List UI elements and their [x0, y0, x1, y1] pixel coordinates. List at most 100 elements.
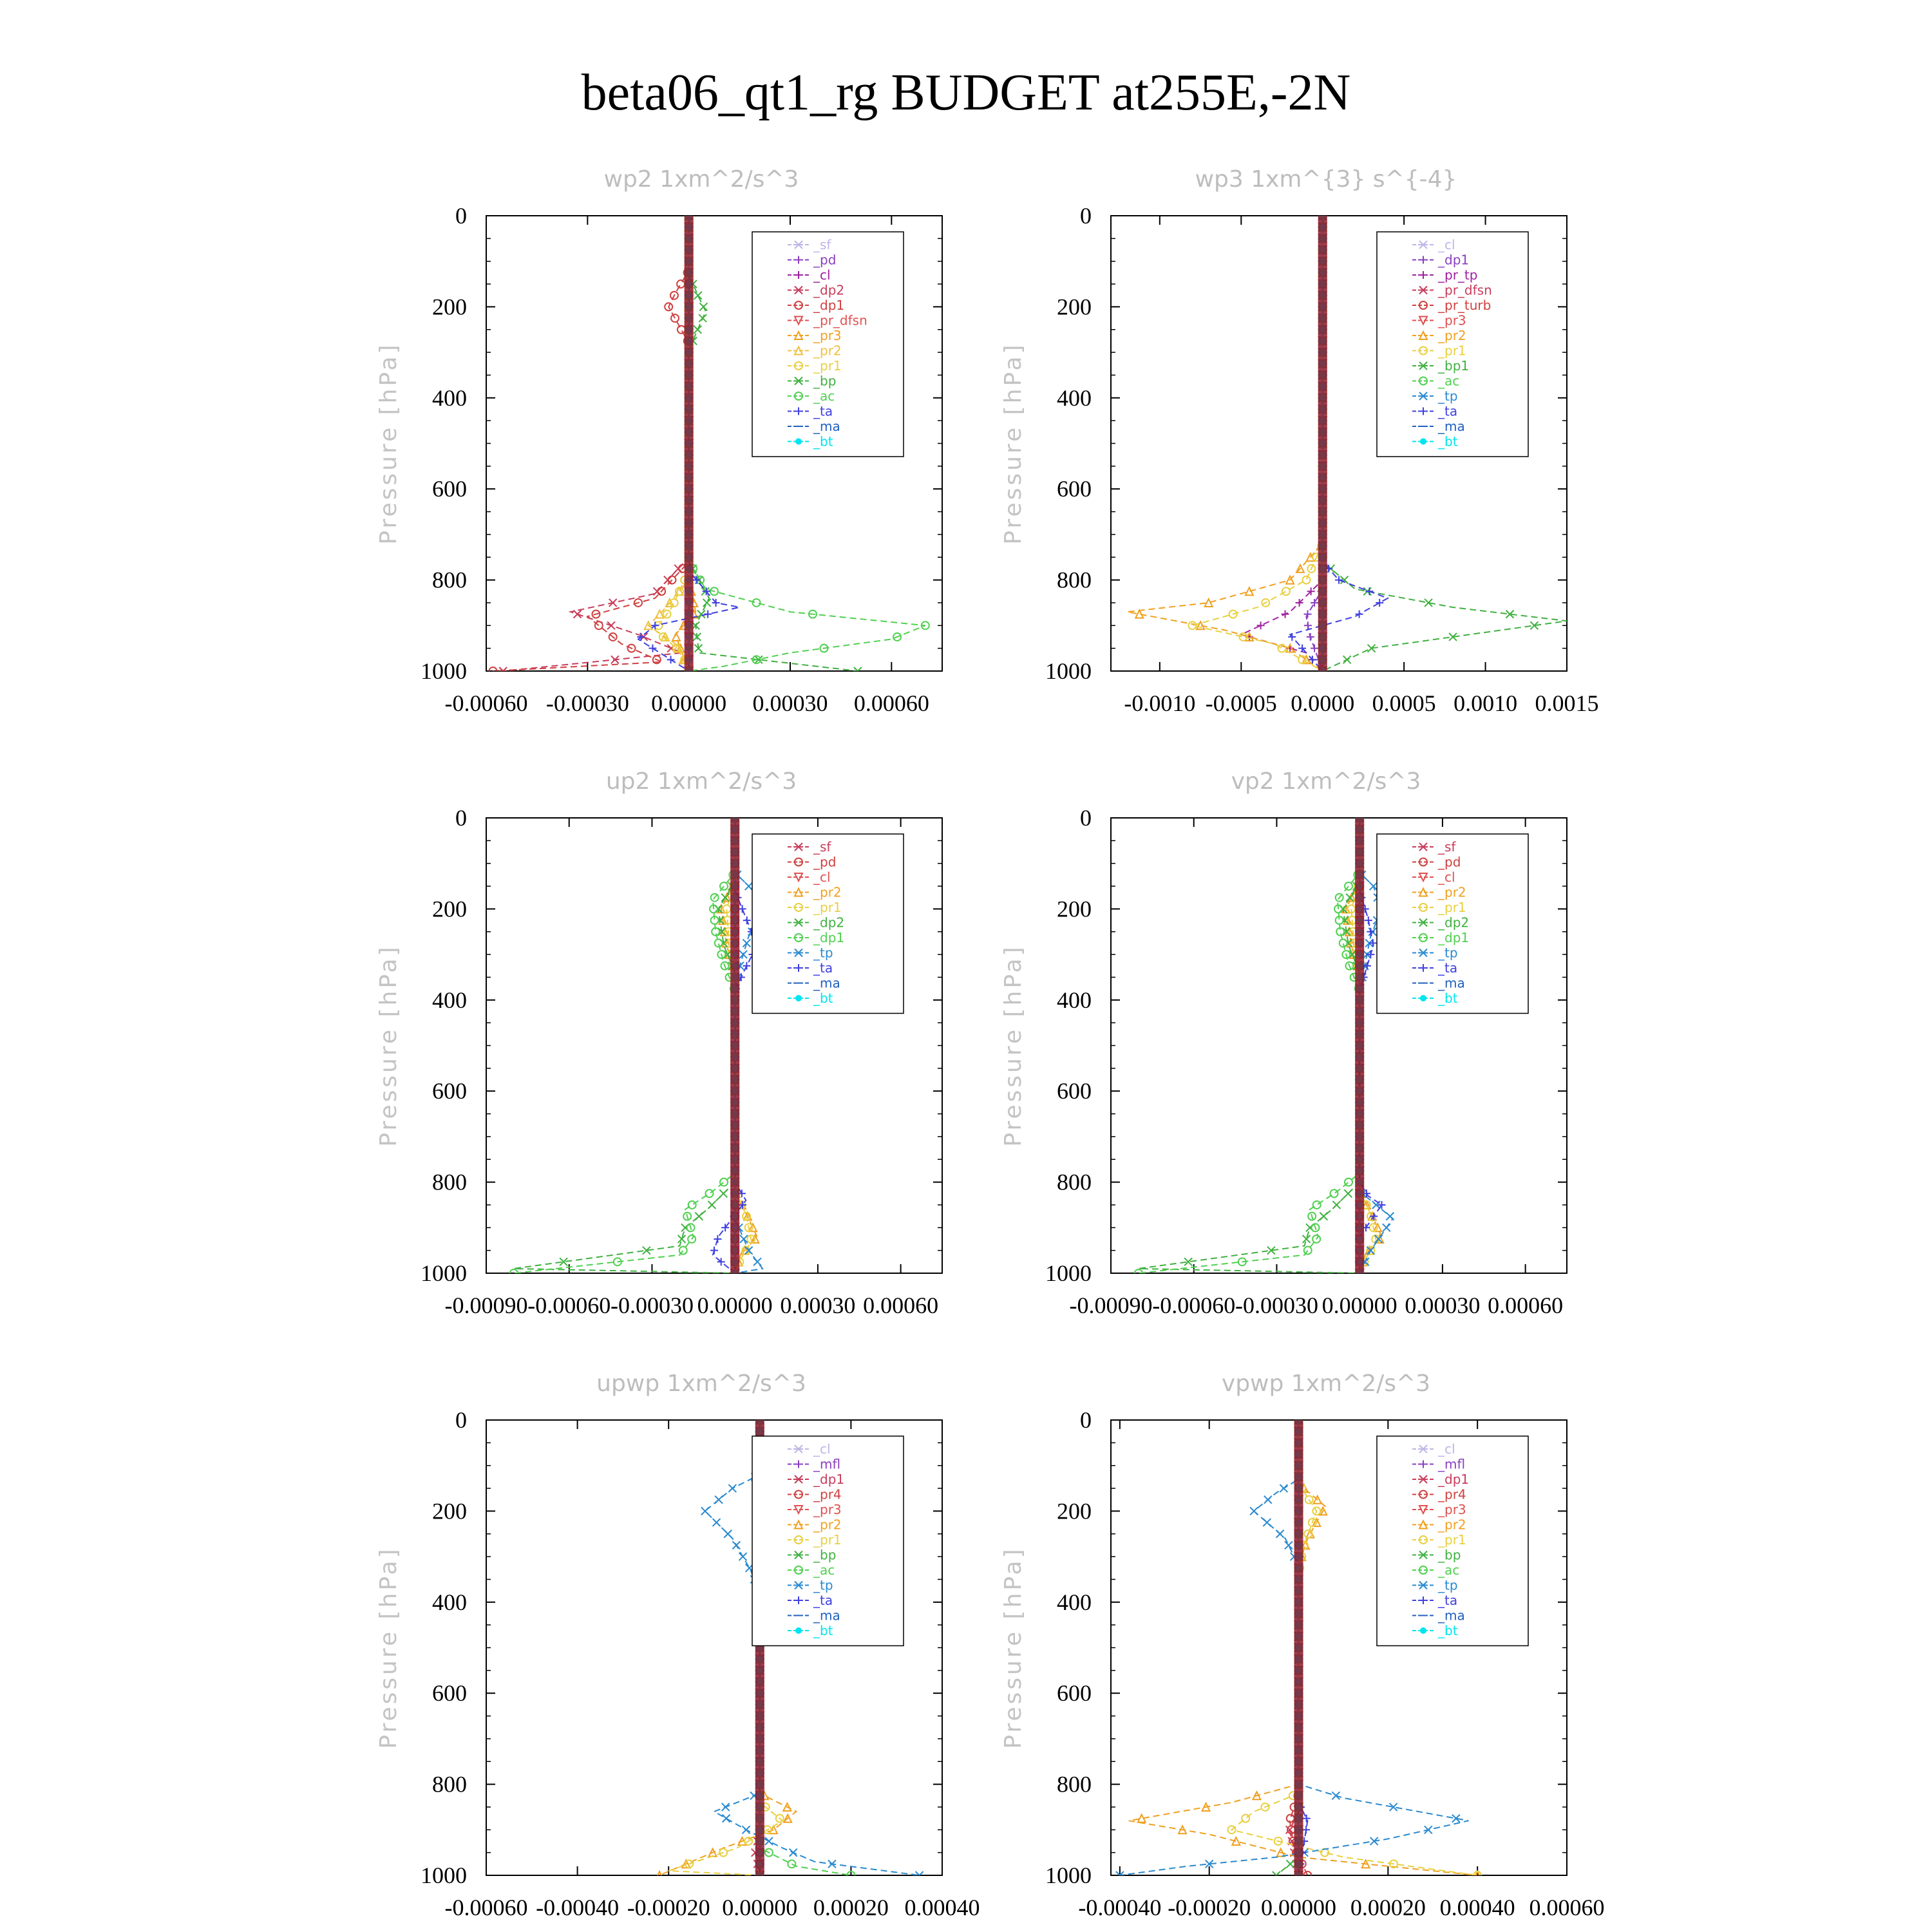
data-point: [1195, 620, 1206, 630]
data-point: [1366, 1245, 1376, 1255]
data-point: [1264, 1495, 1273, 1504]
zero-profile-bundle: [1355, 818, 1365, 1273]
data-point: [1382, 1223, 1391, 1233]
series-line: [1138, 818, 1361, 1273]
legend-entry: _ma: [1437, 1608, 1465, 1624]
data-point: [741, 1825, 751, 1835]
legend-entry: _ta: [813, 1593, 833, 1608]
data-point: [677, 1235, 687, 1244]
data-point: [1295, 563, 1305, 573]
data-point: [665, 597, 675, 607]
data-point: [1200, 1801, 1211, 1812]
data-point: [1505, 609, 1515, 619]
data-point: [1303, 1529, 1313, 1539]
legend-entry: _dp2: [1437, 915, 1469, 931]
y-tick-label: 1000: [1045, 1862, 1092, 1888]
x-tick-label: 0.0000: [1291, 690, 1354, 716]
data-point: [1304, 1495, 1314, 1504]
data-point: [794, 903, 803, 912]
plot-area: [1127, 216, 1567, 671]
legend: _cl_dp1_pr_tp_pr_dfsn_pr_turb_pr3_pr2_pr…: [1376, 231, 1529, 457]
data-point: [1227, 1825, 1236, 1835]
legend-entry: _pr1: [1437, 1532, 1466, 1548]
y-tick-label: 800: [1057, 567, 1092, 593]
data-point: [1312, 1234, 1321, 1244]
data-point: [743, 916, 751, 925]
y-tick-label: 1000: [1045, 658, 1092, 684]
data-point: [1344, 1177, 1354, 1187]
data-point: [699, 302, 708, 312]
panel-title: vp2 1xm^2/s^3: [1231, 768, 1421, 795]
data-point: [738, 1200, 746, 1209]
y-tick-label: 200: [432, 1498, 467, 1524]
legend: _cl_mfl_dp1_pr4_pr3_pr2_pr1_bp_ac_tp_ta_…: [752, 1435, 904, 1647]
y-tick-label: 800: [432, 1170, 467, 1195]
data-point: [782, 1813, 793, 1823]
data-point: [1419, 1444, 1428, 1454]
data-point: [1115, 1871, 1124, 1875]
data-point: [1418, 1519, 1428, 1530]
x-tick-label: -0.00020: [627, 1895, 710, 1920]
data-point: [694, 643, 703, 653]
data-point: [1418, 873, 1428, 883]
legend-entry: _ma: [1437, 976, 1465, 991]
y-axis-label: Pressure [hPa]: [375, 944, 402, 1146]
data-point: [1276, 1847, 1286, 1857]
data-point: [607, 621, 616, 630]
y-tick-label: 800: [1057, 1170, 1092, 1195]
figure-title: beta06_qt1_rg BUDGET at255E,-2N: [582, 64, 1351, 121]
data-point: [1419, 271, 1427, 279]
legend-entry: _bt: [813, 434, 833, 450]
legend-entry: _pr3: [813, 1502, 842, 1517]
x-tick-label: 0.00030: [753, 690, 828, 716]
data-point: [702, 587, 710, 596]
legend-entry: _cl: [1437, 237, 1455, 252]
data-point: [652, 655, 661, 665]
data-point: [1424, 1825, 1433, 1835]
data-point: [709, 904, 719, 914]
data-point: [719, 1189, 728, 1198]
data-point: [721, 1814, 731, 1823]
data-point: [1419, 361, 1428, 370]
data-point: [719, 882, 729, 891]
legend-entry: _tp: [1437, 388, 1458, 404]
data-point: [744, 1223, 753, 1233]
data-point: [714, 938, 723, 948]
data-point: [721, 1803, 730, 1812]
data-point: [1367, 951, 1375, 959]
data-point: [712, 1518, 721, 1527]
data-point: [795, 1596, 802, 1604]
data-point: [1367, 927, 1375, 936]
legend-entry: _ac: [813, 388, 835, 404]
data-point: [793, 345, 804, 355]
data-point: [1251, 1790, 1262, 1801]
data-point: [1345, 961, 1354, 971]
y-tick-label: 400: [432, 987, 467, 1013]
data-point: [642, 1245, 651, 1255]
legend-entry: _dp1: [1437, 930, 1469, 945]
y-tick-label: 400: [1057, 987, 1092, 1013]
data-point: [1311, 1223, 1320, 1233]
y-tick-label: 0: [455, 805, 467, 831]
y-tick-label: 0: [455, 203, 467, 229]
y-axis-label: Pressure [hPa]: [1000, 944, 1027, 1146]
x-tick-label: 0.0010: [1454, 690, 1517, 716]
x-tick-label: -0.00040: [536, 1895, 619, 1920]
legend-entry: _cl: [813, 869, 831, 885]
data-point: [687, 1234, 697, 1244]
data-point: [782, 1801, 792, 1812]
x-tick-label: 0.00020: [1350, 1895, 1426, 1920]
legend-entry: _pr_dfsn: [813, 313, 867, 328]
data-point: [671, 631, 681, 641]
x-tick-label: 0.00060: [854, 690, 929, 716]
data-point: [1419, 903, 1428, 912]
data-point: [1281, 610, 1289, 618]
data-point: [794, 392, 803, 401]
panel-4: vp2 1xm^2/s^3 Pressure [hPa] 0 200 400 600 800…: [1000, 768, 1567, 1318]
data-point: [1419, 1550, 1428, 1560]
data-point: [795, 438, 802, 445]
data-point: [720, 961, 730, 971]
data-point: [794, 857, 803, 867]
y-tick-label: 600: [432, 1680, 467, 1706]
